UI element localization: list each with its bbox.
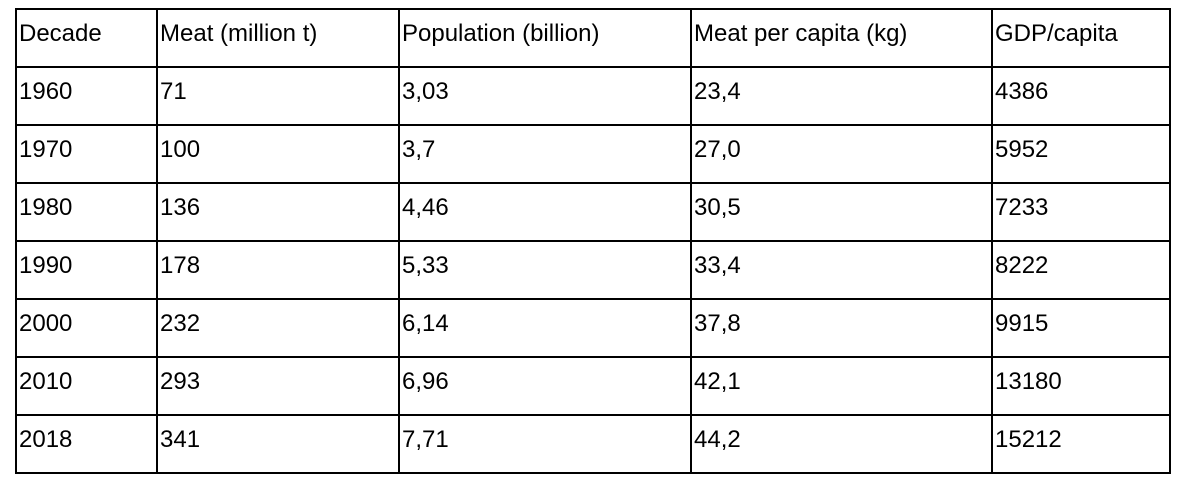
cell-meat: 136 xyxy=(156,182,400,242)
cell-gdp-per-capita: 13180 xyxy=(991,356,1171,416)
cell-gdp-per-capita: 15212 xyxy=(991,414,1171,474)
cell-decade: 2018 xyxy=(15,414,158,474)
cell-decade: 1970 xyxy=(15,124,158,184)
cell-gdp-per-capita: 5952 xyxy=(991,124,1171,184)
header-cell-population: Population (billion) xyxy=(398,8,692,68)
header-cell-gdp-per-capita: GDP/capita xyxy=(991,8,1171,68)
cell-decade: 1980 xyxy=(15,182,158,242)
cell-meat-per-capita: 33,4 xyxy=(690,240,993,300)
cell-meat-per-capita: 23,4 xyxy=(690,66,993,126)
header-row: Decade Meat (million t) Population (bill… xyxy=(15,8,1171,68)
cell-meat: 100 xyxy=(156,124,400,184)
cell-gdp-per-capita: 8222 xyxy=(991,240,1171,300)
cell-population: 6,96 xyxy=(398,356,692,416)
cell-population: 4,46 xyxy=(398,182,692,242)
cell-gdp-per-capita: 7233 xyxy=(991,182,1171,242)
cell-population: 3,7 xyxy=(398,124,692,184)
header-cell-meat-per-capita: Meat per capita (kg) xyxy=(690,8,993,68)
table-row: 2018 341 7,71 44,2 15212 xyxy=(15,414,1171,474)
cell-meat-per-capita: 27,0 xyxy=(690,124,993,184)
table-row: 1970 100 3,7 27,0 5952 xyxy=(15,124,1171,184)
cell-meat-per-capita: 42,1 xyxy=(690,356,993,416)
cell-gdp-per-capita: 9915 xyxy=(991,298,1171,358)
cell-gdp-per-capita: 4386 xyxy=(991,66,1171,126)
cell-population: 7,71 xyxy=(398,414,692,474)
table-row: 1980 136 4,46 30,5 7233 xyxy=(15,182,1171,242)
data-table: Decade Meat (million t) Population (bill… xyxy=(15,8,1171,474)
cell-decade: 1960 xyxy=(15,66,158,126)
cell-decade: 1990 xyxy=(15,240,158,300)
table-row: 2000 232 6,14 37,8 9915 xyxy=(15,298,1171,358)
header-cell-decade: Decade xyxy=(15,8,158,68)
table-row: 2010 293 6,96 42,1 13180 xyxy=(15,356,1171,416)
cell-meat: 232 xyxy=(156,298,400,358)
cell-meat: 178 xyxy=(156,240,400,300)
cell-meat-per-capita: 30,5 xyxy=(690,182,993,242)
cell-meat: 71 xyxy=(156,66,400,126)
cell-population: 5,33 xyxy=(398,240,692,300)
table-row: 1960 71 3,03 23,4 4386 xyxy=(15,66,1171,126)
cell-meat-per-capita: 44,2 xyxy=(690,414,993,474)
cell-meat: 293 xyxy=(156,356,400,416)
cell-decade: 2010 xyxy=(15,356,158,416)
header-cell-meat: Meat (million t) xyxy=(156,8,400,68)
table-row: 1990 178 5,33 33,4 8222 xyxy=(15,240,1171,300)
cell-meat-per-capita: 37,8 xyxy=(690,298,993,358)
cell-population: 6,14 xyxy=(398,298,692,358)
cell-population: 3,03 xyxy=(398,66,692,126)
cell-decade: 2000 xyxy=(15,298,158,358)
cell-meat: 341 xyxy=(156,414,400,474)
